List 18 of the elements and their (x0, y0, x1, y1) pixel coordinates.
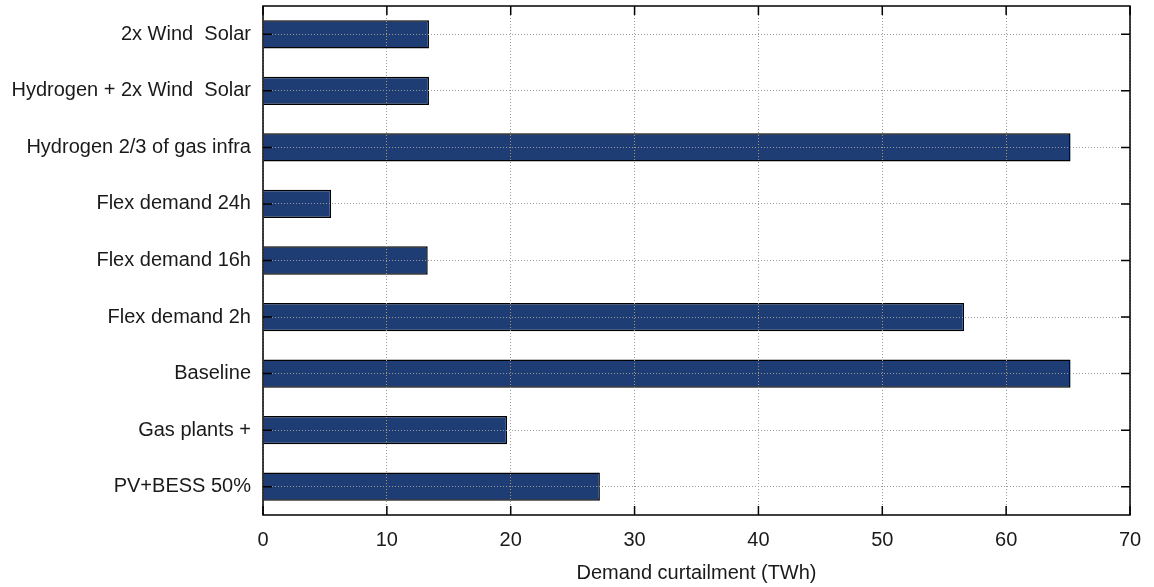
x-tick-label: 10 (375, 527, 398, 550)
y-tick-label: Baseline (174, 361, 251, 384)
x-tick-label: 40 (747, 527, 770, 550)
y-tick-label: Hydrogen 2/3 of gas infra (26, 134, 252, 157)
x-tick-label: 20 (499, 527, 522, 550)
y-tick-label: Flex demand 2h (107, 304, 251, 327)
x-tick-label: 70 (1118, 527, 1142, 550)
y-tick-label: Gas plants + (138, 417, 251, 440)
y-tick-label: Hydrogen + 2x Wind Solar (11, 78, 252, 101)
x-tick-label: 0 (257, 527, 269, 550)
y-tick-label: PV+BESS 50% (113, 474, 252, 497)
x-tick-label: 60 (995, 527, 1018, 550)
y-tick-label: Flex demand 24h (96, 191, 251, 214)
x-axis-title: Demand curtailment (TWh) (576, 560, 817, 583)
x-tick-label: 50 (871, 527, 894, 550)
y-tick-label: 2x Wind Solar (120, 21, 252, 44)
x-tick-label: 30 (623, 527, 646, 550)
y-tick-label: Flex demand 16h (96, 248, 251, 271)
